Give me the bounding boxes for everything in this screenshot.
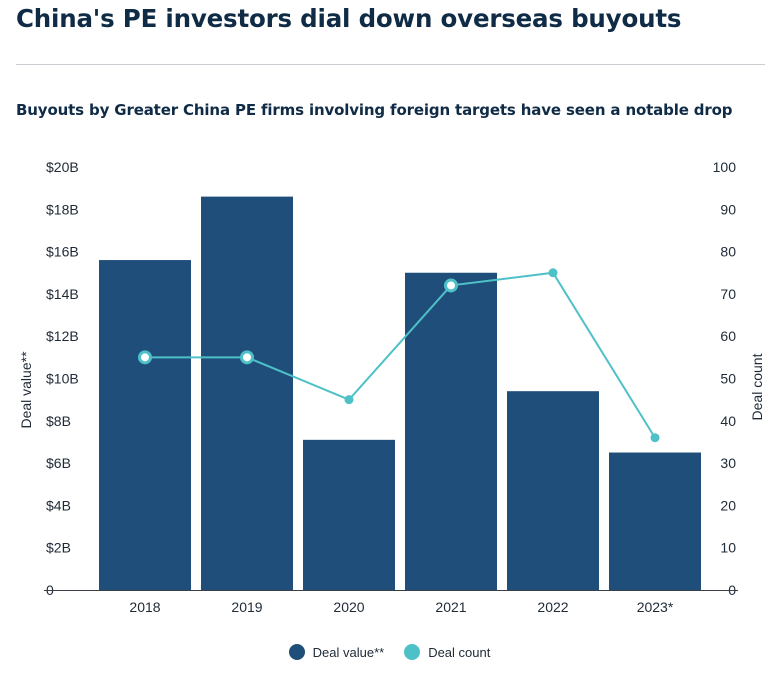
x-tick-label: 2021	[435, 599, 466, 615]
x-tick-label: 2019	[231, 599, 262, 615]
combo-chart: 0$2B$4B$6B$8B$10B$12B$14B$16B$18B$20B 01…	[18, 159, 765, 615]
deal-count-point	[240, 350, 254, 365]
bar	[201, 196, 293, 591]
legend-label-deal-count: Deal count	[428, 644, 491, 660]
legend-item-deal-value: Deal value**	[288, 644, 385, 660]
y-tick-label-left: $20B	[46, 159, 79, 175]
legend: Deal value** Deal count	[0, 640, 779, 664]
y-tick-label-left: $16B	[46, 244, 79, 260]
y-tick-label-left: $2B	[46, 540, 71, 556]
deal-count-point	[548, 268, 558, 278]
y-tick-label-right: 50	[720, 371, 736, 387]
bar	[405, 272, 497, 590]
bar	[99, 260, 191, 590]
deal-count-point	[344, 395, 354, 405]
y-axis-right-label: Deal count	[749, 353, 765, 420]
y-tick-label-right: 70	[720, 286, 736, 302]
y-tick-label-right: 20	[720, 497, 736, 513]
y-tick-label-right: 100	[713, 159, 737, 175]
chart-subtitle: Buyouts by Greater China PE firms involv…	[16, 101, 733, 119]
y-tick-label-left: $10B	[46, 371, 79, 387]
y-tick-label-left: $12B	[46, 328, 79, 344]
y-tick-label-right: 60	[720, 328, 736, 344]
legend-item-deal-count: Deal count	[404, 644, 490, 660]
x-tick-label: 2018	[129, 599, 160, 615]
y-axis-left: 0$2B$4B$6B$8B$10B$12B$14B$16B$18B$20B	[46, 159, 79, 598]
y-axis-left-label: Deal value**	[18, 351, 34, 429]
y-tick-label-right: 40	[720, 413, 736, 429]
deal-count-point	[444, 278, 458, 293]
y-tick-label-right: 10	[720, 540, 736, 556]
y-tick-label-left: $4B	[46, 497, 71, 513]
y-axis-right: 0102030405060708090100	[713, 159, 737, 598]
y-tick-label-right: 30	[720, 455, 736, 471]
deal-count-markers	[138, 268, 660, 443]
deal-count-point	[138, 350, 152, 365]
chart-title: China's PE investors dial down overseas …	[16, 4, 682, 33]
legend-line-swatch-icon	[404, 644, 421, 660]
y-tick-label-left: $8B	[46, 413, 71, 429]
y-tick-label-right: 80	[720, 244, 736, 260]
deal-count-line	[145, 271, 656, 439]
y-tick-label-right: 90	[720, 201, 736, 217]
x-axis: 2018 2019 2020 2021 2022 2023*	[129, 599, 673, 615]
y-tick-label-left: $18B	[46, 201, 79, 217]
bar	[507, 391, 599, 590]
deal-count-point	[650, 433, 660, 443]
y-tick-label-left: $14B	[46, 286, 79, 302]
title-divider	[16, 64, 765, 65]
x-tick-label: 2022	[537, 599, 568, 615]
x-tick-label: 2023*	[637, 599, 674, 615]
x-tick-label: 2020	[333, 599, 364, 615]
legend-bar-swatch-icon	[288, 644, 305, 660]
bar	[303, 439, 395, 590]
bar-series	[99, 196, 701, 591]
bar	[609, 452, 701, 590]
legend-label-deal-value: Deal value**	[312, 644, 385, 660]
y-tick-label-left: $6B	[46, 455, 71, 471]
